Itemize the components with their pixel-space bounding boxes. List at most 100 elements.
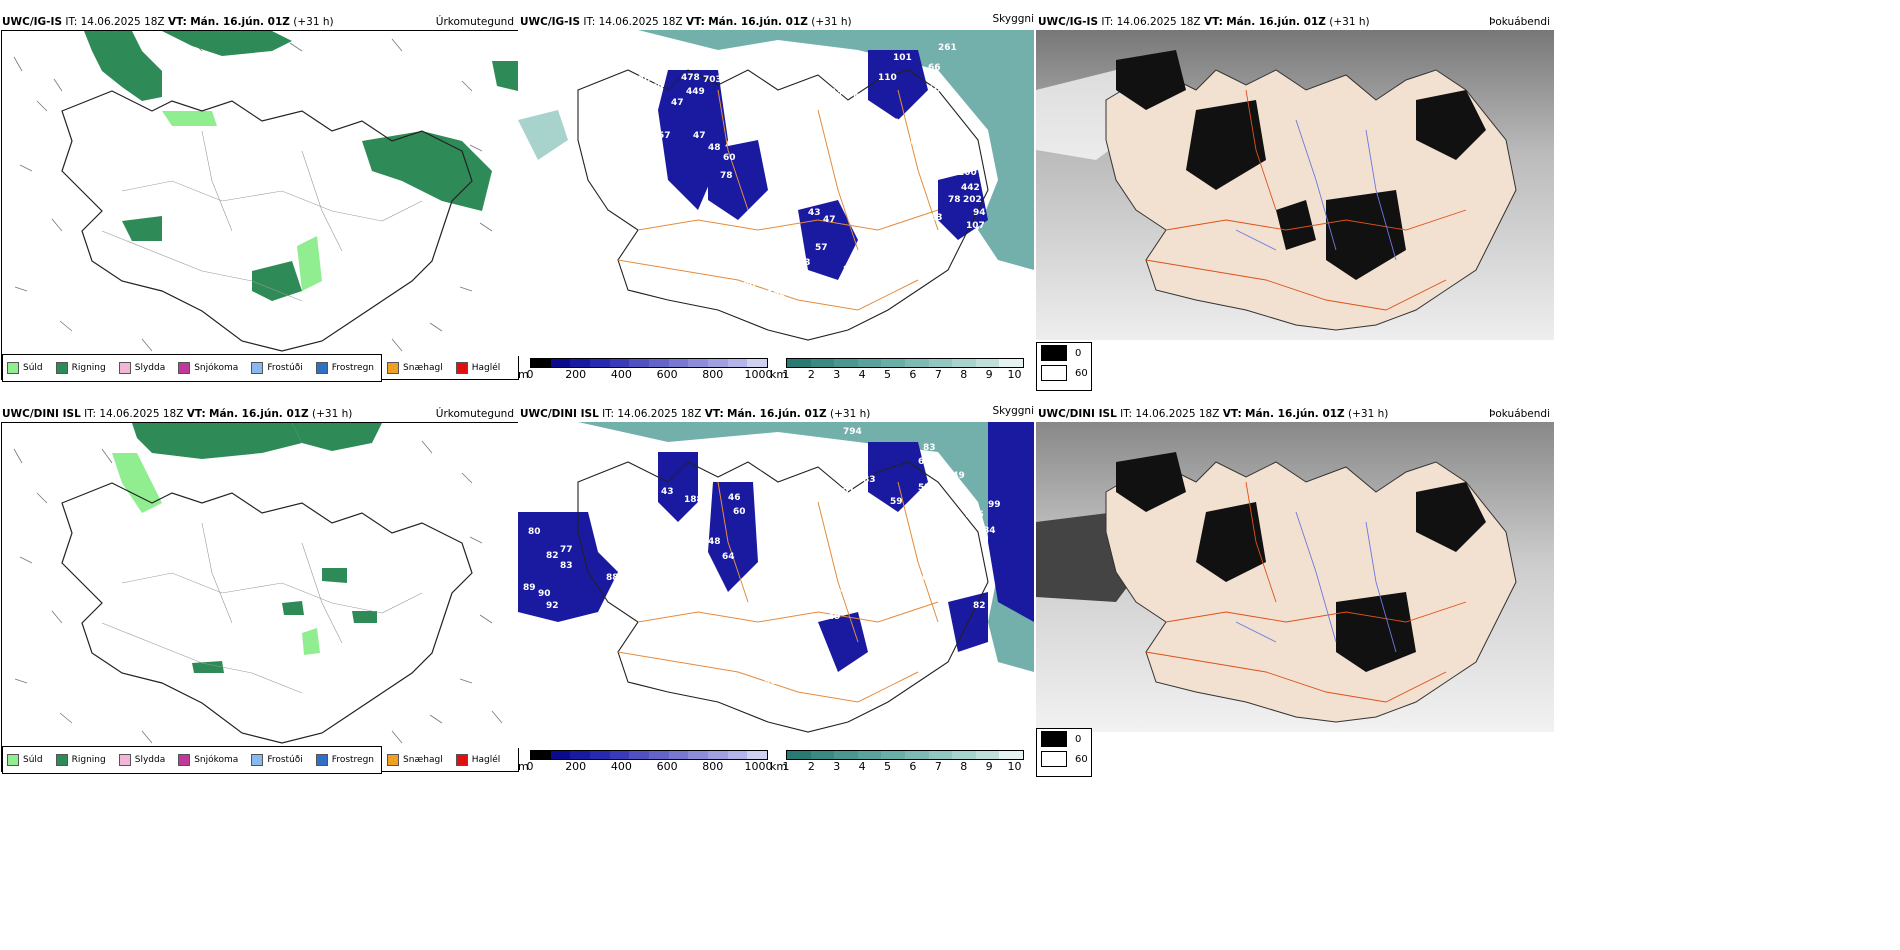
colorbar-tick-label: 4 <box>858 368 866 381</box>
colorbar-swatch <box>609 751 630 759</box>
svg-text:289: 289 <box>828 459 847 469</box>
model-name: UWC/DINI ISL <box>520 408 599 420</box>
legend-item: Frostúði <box>251 362 303 374</box>
vt-value: Mán. 16.jún. 01Z <box>727 408 827 420</box>
svg-text:70: 70 <box>638 75 651 85</box>
colorbar-tick-label: 400 <box>610 760 632 773</box>
legend-item: Snæhagl <box>387 362 443 374</box>
vt-value: Mán. 16.jún. 01Z <box>209 408 309 420</box>
svg-text:81: 81 <box>604 551 617 561</box>
fog-legend-item: 0 <box>1037 343 1091 363</box>
fog-map-svg <box>1036 452 1517 723</box>
it-label: IT: <box>84 408 97 420</box>
iceland-outline <box>577 69 989 341</box>
svg-text:149: 149 <box>946 471 965 481</box>
svg-text:77: 77 <box>560 545 573 555</box>
it-value: 14.06.2025 18Z <box>99 408 184 420</box>
svg-text:53: 53 <box>651 173 664 183</box>
low-cloud-sea-east <box>988 422 1034 622</box>
vt-label: VT: <box>1222 408 1242 420</box>
legend-item: Frostúði <box>251 754 303 766</box>
colorbar-tick-label: 400 <box>610 368 632 381</box>
fog-sea-area <box>638 30 1034 270</box>
svg-text:43: 43 <box>661 487 674 497</box>
vt-value: Mán. 16.jún. 01Z <box>1226 16 1326 28</box>
legend-item: Haglél <box>455 754 500 766</box>
colorbar-swatch <box>708 751 728 759</box>
legend-item: Rigning <box>55 754 106 766</box>
colorbar-swatch <box>881 359 905 367</box>
svg-text:931: 931 <box>775 251 794 261</box>
svg-text:269: 269 <box>843 455 862 465</box>
lead-time: (+31 h) <box>830 408 871 420</box>
colorbar-swatch <box>904 751 929 759</box>
vt-label: VT: <box>1203 16 1223 28</box>
it-value: 14.06.2025 18Z <box>598 16 683 28</box>
svg-text:70: 70 <box>773 75 786 85</box>
colorbar-unit: km <box>770 368 788 381</box>
colorbar-unit: km <box>770 760 788 773</box>
colorbar-tick-label: 1000 <box>744 368 773 381</box>
legend-item: Slydda <box>118 754 165 766</box>
svg-text:449: 449 <box>686 87 705 97</box>
lead-time: (+31 h) <box>811 16 852 28</box>
fog-panel-top: UWC/IG-IS IT: 14.06.2025 18Z VT: Mán. 16… <box>1036 12 1554 391</box>
colorbar-swatch <box>834 751 858 759</box>
cloud-map-svg: 794 83 62 52 149 99 145 84 82 162 289 26… <box>518 422 1034 733</box>
panel-header: UWC/IG-IS IT: 14.06.2025 18Z VT: Mán. 16… <box>520 16 852 28</box>
svg-text:49: 49 <box>618 445 631 455</box>
svg-text:145: 145 <box>965 510 984 520</box>
svg-text:62: 62 <box>918 457 931 467</box>
legend-item: Súld <box>7 754 43 766</box>
svg-text:92: 92 <box>546 601 559 611</box>
svg-text:66: 66 <box>758 105 771 115</box>
colorbar-swatch <box>810 359 835 367</box>
rivers <box>1235 119 1397 261</box>
svg-text:102: 102 <box>916 573 935 583</box>
colorbar-tick-label: 7 <box>934 760 942 773</box>
svg-text:794: 794 <box>843 427 862 437</box>
it-label: IT: <box>1120 408 1133 420</box>
colorbar-unit: m <box>518 368 529 381</box>
svg-text:68: 68 <box>918 105 931 115</box>
colorbar-tick-label: 6 <box>909 760 917 773</box>
product-title: Skyggni <box>992 405 1035 417</box>
colorbar-tick-label: 4 <box>858 760 866 773</box>
fog-index-map <box>1036 30 1554 340</box>
svg-text:66: 66 <box>928 63 941 73</box>
drizzle-areas <box>162 111 322 291</box>
svg-text:105: 105 <box>923 123 942 133</box>
svg-text:24: 24 <box>928 233 941 243</box>
lead-time: (+31 h) <box>1348 408 1389 420</box>
it-value: 14.06.2025 18Z <box>617 408 702 420</box>
colorbar-tick-label: 3 <box>833 760 841 773</box>
colorbar-tick-label: 200 <box>565 760 587 773</box>
model-name: UWC/DINI ISL <box>2 408 81 420</box>
product-title: Úrkomutegund <box>435 16 514 28</box>
fog-dark-areas <box>1116 452 1486 672</box>
colorbar-swatch <box>727 359 748 367</box>
visibility-colorbar: km 1 2 3 4 5 6 7 8 9 10 <box>770 358 1024 382</box>
svg-text:47: 47 <box>823 215 836 225</box>
colorbar-swatch <box>928 751 953 759</box>
it-label: IT: <box>65 16 78 28</box>
colorbar-tick-label: 0 <box>526 368 534 381</box>
vt-label: VT: <box>685 16 705 28</box>
precip-map <box>1 422 519 772</box>
svg-text:80: 80 <box>528 527 541 537</box>
colorbar-tick-label: 800 <box>702 760 724 773</box>
svg-text:300: 300 <box>898 138 917 148</box>
colorbar-swatch <box>649 359 669 367</box>
colorbar-tick-label: 10 <box>1007 368 1022 381</box>
svg-text:80: 80 <box>840 585 853 595</box>
svg-text:200: 200 <box>958 168 977 178</box>
roads <box>101 130 423 302</box>
svg-text:84: 84 <box>983 526 996 536</box>
svg-text:49: 49 <box>728 101 741 111</box>
svg-text:101: 101 <box>893 53 912 63</box>
colorbar-swatch <box>550 751 571 759</box>
colorbar-tick-label: 8 <box>960 760 968 773</box>
model-name: UWC/IG-IS <box>2 16 63 28</box>
roads <box>101 522 423 694</box>
iceland-outline <box>61 482 473 744</box>
